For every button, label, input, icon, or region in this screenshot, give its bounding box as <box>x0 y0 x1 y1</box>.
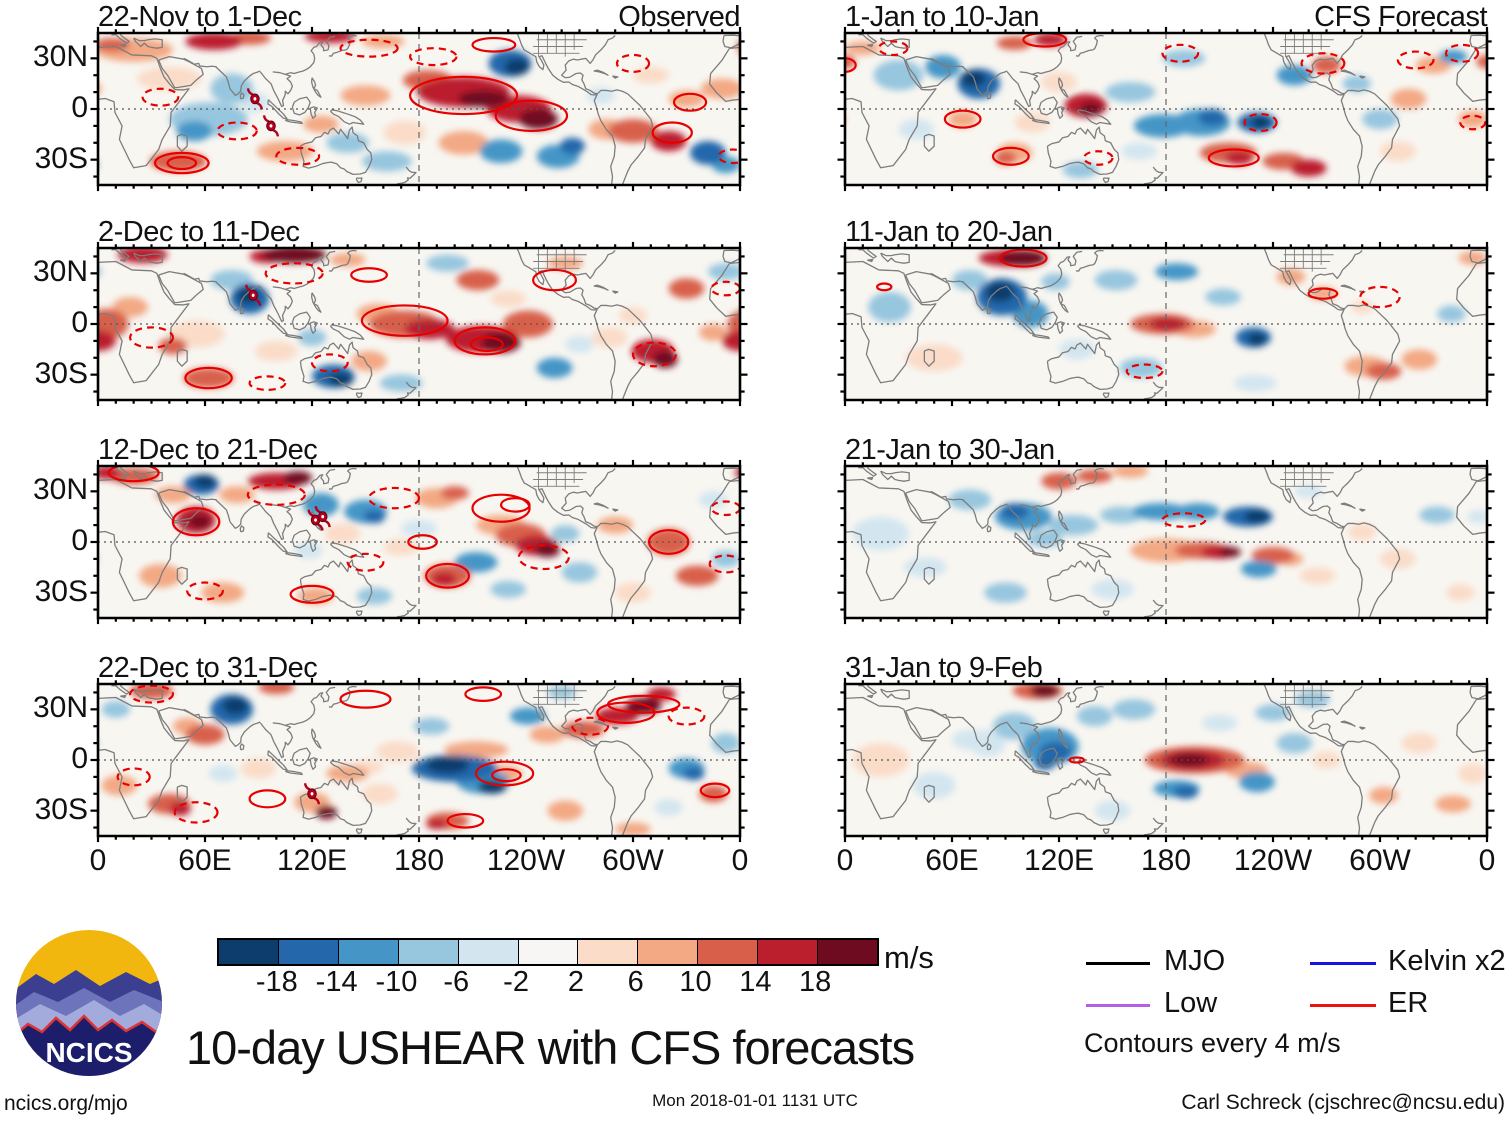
colorbar-cell <box>637 940 698 964</box>
colorbar <box>217 938 879 966</box>
colorbar-units: m/s <box>884 940 934 975</box>
x-axis-label: 0 <box>836 844 854 877</box>
tropical-cyclone-icon <box>309 510 323 531</box>
colorbar-cell <box>757 940 818 964</box>
y-axis-label: 30N <box>32 691 88 724</box>
map-panel-forecast-4 <box>845 684 1487 836</box>
x-axis-label: 60W <box>602 844 664 877</box>
tropical-cyclone-icon <box>305 783 319 804</box>
logo-text: NCICS <box>45 1037 132 1068</box>
panel-header: 11-Jan to 20-Jan <box>845 216 1487 248</box>
y-axis-label: 30N <box>32 40 88 73</box>
y-axis-label: 30S <box>34 793 88 826</box>
colorbar-cell <box>577 940 638 964</box>
colorbar-tick-label: 10 <box>679 966 712 998</box>
map-panel-forecast-3 <box>845 466 1487 618</box>
colorbar-cell <box>517 940 578 964</box>
y-axis-label: 30S <box>34 142 88 175</box>
x-axis-label: 120E <box>276 844 348 877</box>
ncics-logo: NCICS <box>16 930 162 1076</box>
figure-title: 10-day USHEAR with CFS forecasts <box>186 1021 915 1074</box>
legend-label-low: Low <box>1164 987 1218 1019</box>
x-axis-label: 120W <box>1233 844 1313 877</box>
x-axis-label: 180 <box>1140 844 1192 877</box>
colorbar-tick-label: -2 <box>503 966 529 998</box>
colorbar-tick-label: 2 <box>567 966 584 998</box>
map-panel-observed-2 <box>98 248 740 400</box>
colorbar-cell <box>277 940 338 964</box>
colorbar-tick-label: 6 <box>627 966 644 998</box>
colorbar-tick-label: -14 <box>315 966 358 998</box>
logo-red-ridgeline <box>16 1014 162 1037</box>
legend-line-er <box>1310 1004 1376 1007</box>
website-link[interactable]: ncics.org/mjo <box>4 1092 128 1115</box>
contour-interval-note: Contours every 4 m/s <box>1084 1028 1341 1058</box>
tropical-cyclone-icon <box>248 88 262 109</box>
panel-header: 31-Jan to 9-Feb <box>845 652 1487 684</box>
colorbar-tick-label: -18 <box>255 966 298 998</box>
map-panel-observed-4 <box>98 684 740 836</box>
tropical-cyclone-icon <box>316 506 330 527</box>
colorbar-tick-label: -6 <box>443 966 470 998</box>
panel-header: 22-Dec to 31-Dec <box>98 652 740 684</box>
generation-timestamp: Mon 2018-01-01 1131 UTC <box>652 1091 858 1110</box>
legend-label-mjo: MJO <box>1164 945 1226 977</box>
x-axis-label: 0 <box>731 844 749 877</box>
y-axis-label: 0 <box>71 91 88 124</box>
legend-line-mjo <box>1086 962 1150 965</box>
tropical-cyclone-icon <box>264 115 278 136</box>
colorbar-tick-label: -10 <box>375 966 418 998</box>
y-axis-label: 30S <box>34 357 88 390</box>
tropical-cyclone-icon <box>246 285 260 306</box>
colorbar-cell <box>337 940 398 964</box>
panel-title: 12-Dec to 21-Dec <box>98 434 318 466</box>
x-axis-label: 180 <box>393 844 445 877</box>
panel-corner-label: Observed <box>618 1 740 33</box>
x-axis-label: 0 <box>1478 844 1496 877</box>
map-panel-forecast-2 <box>845 248 1487 400</box>
panel-header: 2-Dec to 11-Dec <box>98 216 740 248</box>
colorbar-cell <box>219 940 278 964</box>
y-axis-label: 30N <box>32 255 88 288</box>
colorbar-cell <box>697 940 758 964</box>
map-panel-forecast-1 <box>845 33 1487 185</box>
legend-line-low <box>1086 1004 1150 1007</box>
x-axis-label: 120E <box>1023 844 1095 877</box>
x-axis-label: 60E <box>925 844 979 877</box>
x-axis-label: 0 <box>89 844 107 877</box>
y-axis-label: 30N <box>32 473 88 506</box>
panel-title: 21-Jan to 30-Jan <box>845 434 1055 466</box>
panel-header: 21-Jan to 30-Jan <box>845 434 1487 466</box>
y-axis-label: 0 <box>71 742 88 775</box>
panel-header: 1-Jan to 10-Jan CFS Forecast <box>845 1 1487 33</box>
y-axis-label: 30S <box>34 575 88 608</box>
panel-title: 31-Jan to 9-Feb <box>845 652 1043 684</box>
x-axis-label: 60E <box>178 844 232 877</box>
panel-header: 22-Nov to 1-Dec Observed <box>98 1 740 33</box>
author-credit: Carl Schreck (cjschrec@ncsu.edu) <box>1181 1091 1505 1114</box>
panel-title: 2-Dec to 11-Dec <box>98 216 300 248</box>
x-axis-label: 120W <box>486 844 566 877</box>
y-axis-label: 0 <box>71 306 88 339</box>
colorbar-cell <box>817 940 877 964</box>
panel-header: 12-Dec to 21-Dec <box>98 434 740 466</box>
colorbar-cell <box>397 940 458 964</box>
colorbar-tick-label: 14 <box>739 966 772 998</box>
x-axis-label: 60W <box>1349 844 1411 877</box>
colorbar-cell <box>457 940 518 964</box>
colorbar-tick-label: 18 <box>799 966 832 998</box>
panel-title: 22-Nov to 1-Dec <box>98 1 302 33</box>
legend-label-kelvin: Kelvin x2 <box>1388 945 1506 977</box>
panel-title: 11-Jan to 20-Jan <box>845 216 1053 248</box>
legend-line-kelvin <box>1310 962 1376 965</box>
map-panel-observed-3 <box>98 466 740 618</box>
panel-title: 1-Jan to 10-Jan <box>845 1 1040 33</box>
legend-label-er: ER <box>1388 987 1429 1019</box>
panel-title: 22-Dec to 31-Dec <box>98 652 318 684</box>
panel-corner-label: CFS Forecast <box>1314 1 1487 33</box>
map-panel-observed-1 <box>98 33 740 185</box>
y-axis-label: 0 <box>71 524 88 557</box>
